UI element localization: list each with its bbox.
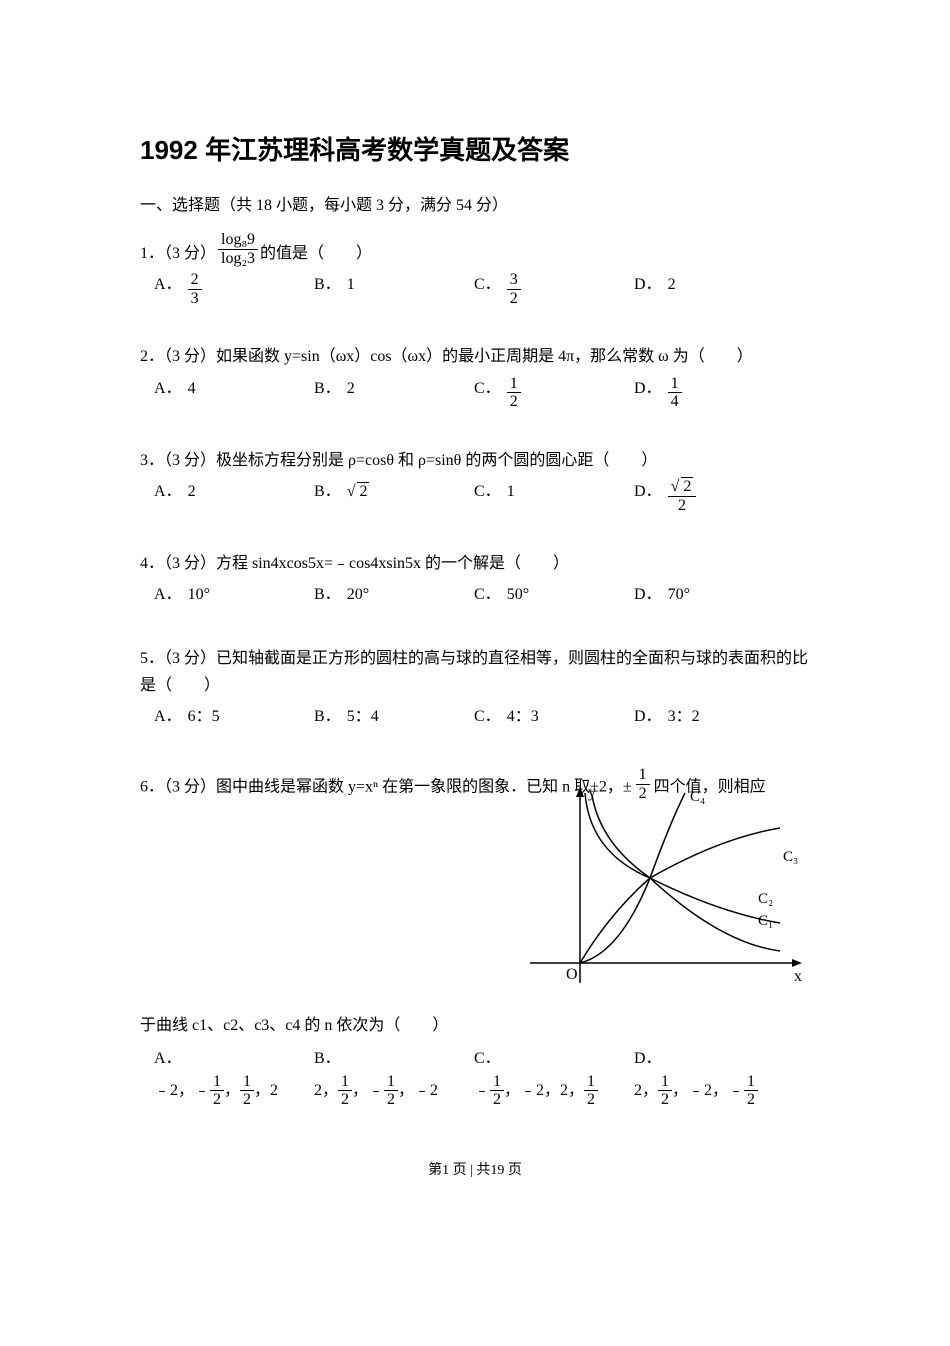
- q6-option-c: C． ﹣12，﹣2，2，12: [474, 1045, 634, 1108]
- q1-options: A． 2 3 B． 1 C． 3 2 D． 2: [140, 271, 810, 307]
- q6-option-d: D． 2，12，﹣2，﹣12: [634, 1045, 794, 1108]
- q3-option-c: C． 1: [474, 478, 624, 514]
- q6-graph: y x O C₄ C₃ C₂ C₁: [520, 783, 810, 1012]
- q6-stem-line2: 于曲线 c1、c2、c3、c4 的 n 依次为（ ）: [140, 1012, 810, 1039]
- option-label-c: C．: [474, 271, 501, 298]
- q6-option-b: B． 2，12，﹣12，﹣2: [314, 1045, 474, 1108]
- q1-a-value: 2 3: [188, 271, 202, 307]
- q6-stem-line1: 6．（3 分）图中曲线是幂函数 y=xⁿ 在第一象限的图象．已知 n 取±2，±…: [140, 766, 810, 803]
- q6-option-a: A． ﹣2，﹣12，12，2: [154, 1045, 314, 1108]
- question-6: 6．（3 分）图中曲线是幂函数 y=xⁿ 在第一象限的图象．已知 n 取±2，±…: [140, 766, 810, 1109]
- q1-option-c: C． 3 2: [474, 271, 624, 307]
- q3-stem: 3．（3 分）极坐标方程分别是 ρ=cosθ 和 ρ=sinθ 的两个圆的圆心距…: [140, 447, 810, 474]
- origin-label: O: [566, 966, 578, 983]
- curve-c3-label: C₃: [783, 849, 798, 865]
- q1-option-b: B． 1: [314, 271, 464, 307]
- q1-frac-num: log₈9: [218, 231, 258, 250]
- q5-option-b: B．5：4: [314, 703, 464, 730]
- q2-options: A． 4 B． 2 C． 1 2 D． 1 4: [140, 375, 810, 411]
- section-header: 一、选择题（共 18 小题，每小题 3 分，满分 54 分）: [140, 191, 810, 215]
- q3-option-a: A． 2: [154, 478, 304, 514]
- q5-stem: 5．（3 分）已知轴截面是正方形的圆柱的高与球的直径相等，则圆柱的全面积与球的表…: [140, 645, 810, 699]
- q4-option-b: B．20°: [314, 581, 464, 608]
- q5-option-c: C．4：3: [474, 703, 624, 730]
- q3-options: A． 2 B． √2 C． 1 D． √2 2: [140, 478, 810, 514]
- q1-d-value: 2: [668, 271, 676, 298]
- q3-option-b: B． √2: [314, 478, 464, 514]
- question-3: 3．（3 分）极坐标方程分别是 ρ=cosθ 和 ρ=sinθ 的两个圆的圆心距…: [140, 447, 810, 514]
- page-title: 1992 年江苏理科高考数学真题及答案: [140, 130, 810, 167]
- q2-option-d: D． 1 4: [634, 375, 784, 411]
- option-label-b: B．: [314, 271, 341, 298]
- q2-option-c: C． 1 2: [474, 375, 624, 411]
- q2-stem: 2．（3 分）如果函数 y=sin（ωx）cos（ωx）的最小正周期是 4π，那…: [140, 343, 810, 370]
- q2-option-b: B． 2: [314, 375, 464, 411]
- q5-option-d: D．3：2: [634, 703, 784, 730]
- option-label-a: A．: [154, 271, 182, 298]
- page: 1992 年江苏理科高考数学真题及答案 一、选择题（共 18 小题，每小题 3 …: [0, 0, 950, 1239]
- q4-stem: 4．（3 分）方程 sin4xcos5x=﹣cos4xsin5x 的一个解是（ …: [140, 550, 810, 577]
- q5-options: A．6：5 B．5：4 C．4：3 D．3：2: [140, 703, 810, 730]
- curve-c1-label: C₁: [758, 913, 773, 929]
- q1-option-a: A． 2 3: [154, 271, 304, 307]
- q5-option-a: A．6：5: [154, 703, 304, 730]
- power-function-graph: y x O C₄ C₃ C₂ C₁: [520, 783, 810, 1003]
- q3-option-d: D． √2 2: [634, 478, 784, 514]
- question-2: 2．（3 分）如果函数 y=sin（ωx）cos（ωx）的最小正周期是 4π，那…: [140, 343, 810, 410]
- q1-stem: 1．（3 分） log₈9 log₂3 的值是（ ）: [140, 231, 810, 267]
- q1-suffix: 的值是（ ）: [260, 240, 372, 267]
- q4-option-c: C．50°: [474, 581, 624, 608]
- question-5: 5．（3 分）已知轴截面是正方形的圆柱的高与球的直径相等，则圆柱的全面积与球的表…: [140, 645, 810, 731]
- x-axis-label: x: [794, 968, 802, 985]
- q2-option-a: A． 4: [154, 375, 304, 411]
- q4-option-d: D．70°: [634, 581, 784, 608]
- q1-c-value: 3 2: [507, 271, 521, 307]
- q1-fraction: log₈9 log₂3: [218, 231, 258, 267]
- question-4: 4．（3 分）方程 sin4xcos5x=﹣cos4xsin5x 的一个解是（ …: [140, 550, 810, 608]
- question-1: 1．（3 分） log₈9 log₂3 的值是（ ） A． 2 3 B． 1 C…: [140, 231, 810, 307]
- option-label-d: D．: [634, 271, 662, 298]
- q4-options: A．10° B．20° C．50° D．70°: [140, 581, 810, 608]
- q1-frac-den: log₂3: [218, 250, 258, 268]
- q1-b-value: 1: [347, 271, 355, 298]
- curve-c2-label: C₂: [758, 891, 773, 907]
- q6-options: A． ﹣2，﹣12，12，2 B． 2，12，﹣12，﹣2 C． ﹣12，﹣2，…: [140, 1045, 810, 1108]
- q1-prefix: 1．（3 分）: [140, 240, 216, 267]
- page-footer: 第1 页 | 共19 页: [140, 1159, 810, 1179]
- q1-option-d: D． 2: [634, 271, 784, 307]
- q4-option-a: A．10°: [154, 581, 304, 608]
